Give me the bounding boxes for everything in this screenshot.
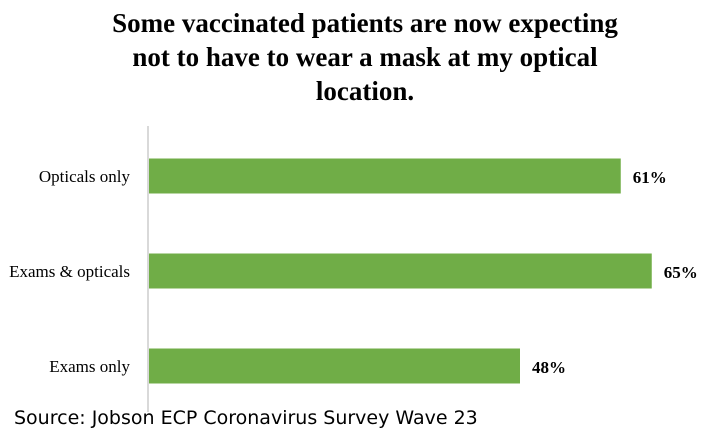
bar: [148, 348, 520, 384]
category-label: Exams only: [49, 357, 130, 376]
data-label: 61%: [633, 168, 667, 187]
chart-title-line-1: Some vaccinated patients are now expecti…: [112, 8, 618, 38]
chart-title: Some vaccinated patients are now expecti…: [60, 6, 670, 108]
chart-title-line-2: not to have to wear a mask at my optical: [132, 42, 598, 72]
data-label: 48%: [532, 358, 566, 377]
category-label: Opticals only: [39, 167, 131, 186]
source-note: Source: Jobson ECP Coronavirus Survey Wa…: [14, 407, 478, 429]
bar: [148, 253, 652, 289]
category-label: Exams & opticals: [9, 262, 130, 281]
data-label: 65%: [664, 263, 698, 282]
bar: [148, 158, 621, 194]
chart-title-line-3: location.: [315, 76, 415, 106]
